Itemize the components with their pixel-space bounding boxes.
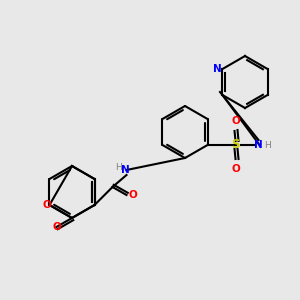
Text: H: H (115, 163, 122, 172)
Text: N: N (254, 140, 263, 150)
Text: S: S (231, 139, 240, 152)
Text: N: N (213, 64, 222, 74)
Text: O: O (128, 190, 137, 200)
Text: O: O (42, 200, 51, 210)
Text: H: H (264, 140, 271, 149)
Text: N: N (121, 165, 130, 175)
Text: O: O (231, 116, 240, 126)
Text: O: O (52, 222, 61, 232)
Text: O: O (231, 164, 240, 174)
